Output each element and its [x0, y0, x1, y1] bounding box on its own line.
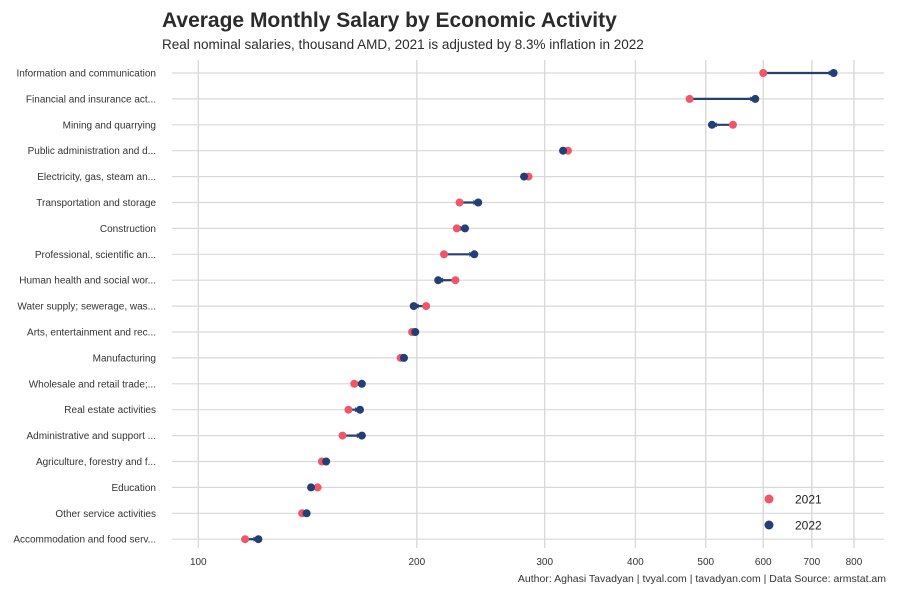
point-2022: [307, 483, 316, 492]
category-label: Administrative and support ...: [26, 431, 156, 442]
category-label: Other service activities: [55, 509, 156, 520]
point-2022: [470, 250, 479, 259]
point-2021: [313, 483, 322, 492]
category-label: Electricity, gas, steam an...: [37, 172, 156, 183]
x-tick-label: 500: [697, 557, 714, 568]
category-label: Professional, scientific an...: [35, 250, 156, 261]
grid-lines: [172, 60, 884, 548]
category-label: Financial and insurance act...: [26, 94, 156, 105]
point-2022: [409, 302, 418, 311]
chart-caption: Author: Aghasi Tavadyan | tvyal.com | ta…: [517, 573, 886, 585]
point-2022: [434, 276, 443, 285]
category-label: Construction: [100, 224, 156, 235]
category-label: Wholesale and retail trade;...: [29, 379, 156, 390]
point-2022: [460, 224, 469, 233]
point-2021: [422, 302, 431, 311]
category-label: Transportation and storage: [36, 198, 156, 209]
point-2021: [452, 224, 461, 233]
point-2022: [302, 509, 311, 518]
legend-label-2021: 2021: [795, 493, 822, 507]
category-label: Manufacturing: [93, 353, 156, 364]
point-2022: [399, 353, 408, 362]
category-label: Education: [112, 483, 156, 494]
point-2021: [440, 250, 449, 259]
point-2022: [357, 379, 366, 388]
point-2022: [829, 69, 838, 77]
x-tick-label: 300: [536, 557, 553, 568]
x-tick-label: 400: [627, 557, 644, 568]
point-2021: [759, 69, 768, 77]
point-2022: [751, 94, 760, 103]
point-2022: [355, 405, 364, 414]
point-2022: [254, 535, 263, 544]
point-2021: [451, 276, 460, 285]
point-2022: [474, 198, 483, 207]
x-tick-label: 200: [408, 557, 425, 568]
category-label: Real estate activities: [64, 405, 156, 416]
point-2021: [685, 94, 694, 103]
chart-title: Average Monthly Salary by Economic Activ…: [162, 9, 617, 32]
category-label: Public administration and d...: [28, 146, 156, 157]
x-tick-label: 800: [846, 557, 863, 568]
x-axis-ticks: 100 200 300 400 500 600 700 800: [190, 557, 863, 568]
legend: 2021 2022: [764, 493, 822, 533]
point-2021: [344, 405, 353, 414]
x-tick-label: 100: [190, 557, 207, 568]
point-2022: [411, 328, 420, 336]
point-2021: [338, 431, 347, 440]
point-2022: [707, 120, 716, 129]
category-label: Information and communication: [16, 69, 156, 80]
category-label: Accommodation and food serv...: [13, 535, 156, 546]
legend-marker-2021: [764, 494, 774, 504]
x-tick-label: 700: [804, 557, 821, 568]
legend-marker-2022: [764, 520, 774, 530]
point-2022: [322, 457, 331, 466]
point-2022: [520, 172, 529, 181]
x-tick-label: 600: [755, 557, 772, 568]
category-label: Mining and quarrying: [63, 120, 156, 131]
point-2021: [728, 120, 737, 129]
category-labels: Information and communication Financial a…: [13, 69, 156, 546]
point-2021: [241, 535, 250, 544]
point-2021: [455, 198, 464, 207]
category-label: Human health and social wor...: [19, 276, 156, 287]
data-marks: [241, 69, 838, 544]
point-2021: [350, 379, 359, 388]
point-2022: [357, 431, 366, 440]
chart-subtitle: Real nominal salaries, thousand AMD, 202…: [162, 37, 644, 52]
legend-label-2022: 2022: [795, 519, 822, 533]
category-label: Arts, entertainment and rec...: [27, 328, 156, 339]
category-label: Water supply; sewerage, was...: [17, 302, 156, 313]
category-label: Agriculture, forestry and f...: [36, 457, 156, 468]
point-2022: [559, 146, 568, 155]
